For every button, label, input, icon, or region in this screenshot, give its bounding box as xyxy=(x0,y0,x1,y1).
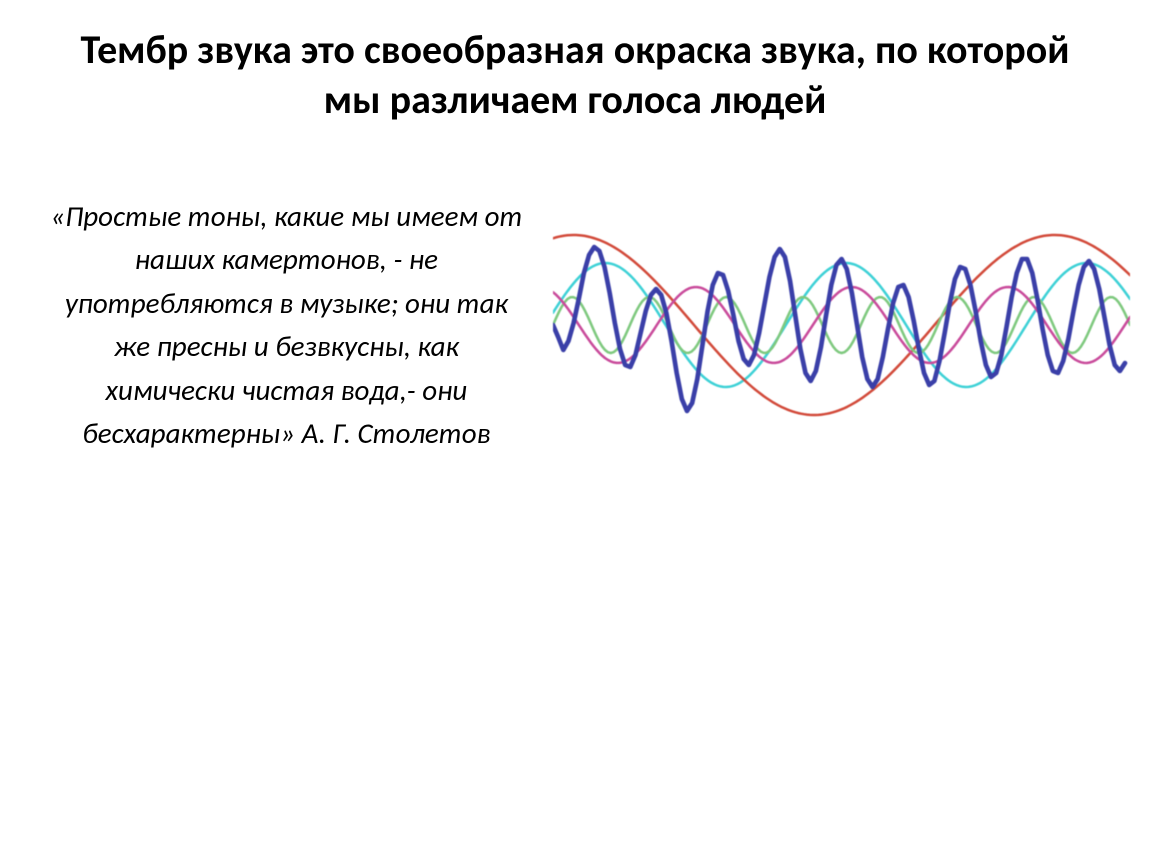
timbre-waves-svg xyxy=(553,165,1130,485)
wave-diagram xyxy=(553,165,1130,485)
quote-text: «Простые тоны, какие мы имеем от наших к… xyxy=(20,195,553,456)
content-row: «Простые тоны, какие мы имеем от наших к… xyxy=(0,135,1150,485)
slide-title: Тембр звука это своеобразная окраска зву… xyxy=(0,0,1150,135)
